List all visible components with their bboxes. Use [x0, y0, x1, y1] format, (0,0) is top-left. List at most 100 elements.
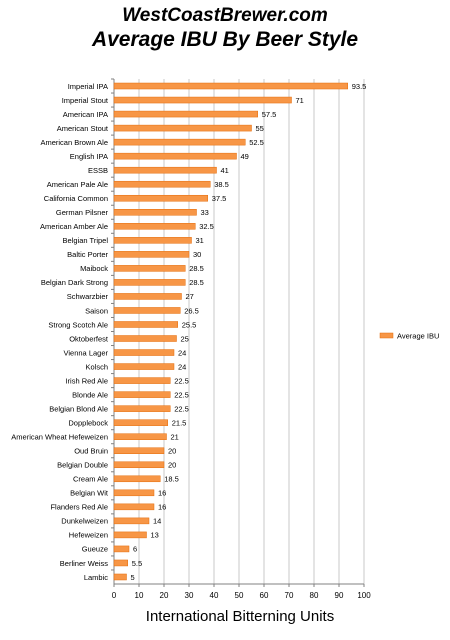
x-tick-label: 90: [335, 591, 344, 600]
category-label: English IPA: [70, 152, 108, 161]
x-tick-label: 50: [235, 591, 244, 600]
category-label: Maibock: [80, 264, 108, 273]
bar: [113, 194, 208, 202]
x-tick-label: 40: [210, 591, 219, 600]
category-label: Dunkelweizen: [61, 517, 108, 526]
bar: [113, 321, 178, 328]
category-label: Lambic: [84, 573, 108, 582]
data-label: 16: [158, 489, 166, 498]
bar: [113, 503, 155, 511]
data-label: 49: [241, 152, 249, 161]
data-label: 71: [296, 96, 304, 105]
category-label: Imperial Stout: [62, 96, 109, 105]
bar: [113, 517, 150, 525]
data-label: 32.5: [199, 222, 214, 231]
category-label: Belgian Blond Ale: [49, 404, 108, 413]
category-label: Gueuze: [82, 545, 108, 554]
data-label: 25.5: [182, 320, 197, 329]
bar: [113, 447, 165, 454]
data-label: 21.5: [172, 418, 187, 427]
bar: [113, 531, 147, 539]
data-label: 22.5: [174, 390, 189, 399]
bar: [113, 223, 196, 230]
data-label: 28.5: [189, 264, 204, 273]
category-label: American Pale Ale: [47, 180, 108, 189]
data-label: 27: [186, 292, 194, 301]
data-label: 20: [168, 447, 176, 456]
bar: [113, 110, 258, 118]
x-tick-label: 20: [160, 591, 169, 600]
category-label: Imperial IPA: [68, 82, 108, 91]
data-label: 21: [171, 433, 179, 442]
category-label: Belgian Double: [57, 461, 108, 470]
data-label: 28.5: [189, 278, 204, 287]
bar: [113, 489, 155, 497]
data-label: 20: [168, 461, 176, 470]
data-label: 41: [221, 166, 229, 175]
bar: [113, 293, 182, 300]
data-label: 14: [153, 517, 161, 526]
category-label: Oud Bruin: [74, 447, 108, 456]
chart-subtitle: Average IBU By Beer Style: [91, 28, 359, 51]
bar: [113, 307, 181, 314]
data-label: 31: [196, 236, 204, 245]
bar: [113, 405, 171, 412]
bar: [113, 377, 171, 384]
bar: [113, 209, 197, 216]
category-label: Berliner Weiss: [60, 559, 108, 568]
category-label: Hefeweizen: [69, 531, 108, 540]
data-label: 16: [158, 503, 166, 512]
x-tick-label: 80: [310, 591, 319, 600]
bar: [113, 237, 192, 244]
category-label: California Common: [44, 194, 108, 203]
data-label: 22.5: [174, 376, 189, 385]
data-label: 25: [181, 334, 189, 343]
bar: [113, 138, 246, 146]
category-label: Vienna Lager: [64, 348, 109, 357]
bar: [113, 124, 252, 132]
bar: [113, 363, 175, 370]
data-label: 6: [133, 545, 137, 554]
bar: [113, 349, 175, 356]
x-tick-label: 0: [112, 591, 117, 600]
x-tick-label: 100: [357, 591, 371, 600]
legend-swatch: [379, 332, 394, 339]
data-label: 55: [256, 124, 264, 133]
category-label: American IPA: [63, 110, 108, 119]
category-label: Belgian Dark Strong: [41, 278, 108, 287]
category-label: American Amber Ale: [40, 222, 108, 231]
bar: [113, 461, 165, 469]
x-tick-label: 70: [285, 591, 294, 600]
bar: [113, 559, 128, 567]
legend-label: Average IBU: [397, 332, 439, 341]
data-label: 22.5: [174, 404, 189, 413]
data-label: 57.5: [262, 110, 277, 119]
bar: [113, 335, 177, 342]
bar: [113, 279, 186, 286]
data-label: 93.5: [352, 82, 367, 91]
data-label: 37.5: [212, 194, 227, 203]
category-label: Schwarzbier: [67, 292, 109, 301]
bar: [113, 180, 211, 188]
category-label: American Brown Ale: [40, 138, 108, 147]
x-tick-label: 60: [260, 591, 269, 600]
category-label: German Pilsner: [56, 208, 109, 217]
chart-title: WestCoastBrewer.com: [122, 5, 328, 26]
data-label: 24: [178, 348, 186, 357]
x-tick-label: 30: [185, 591, 194, 600]
data-label: 18.5: [164, 475, 179, 484]
category-label: Irish Red Ale: [65, 376, 108, 385]
bar: [113, 265, 186, 272]
bar: [113, 475, 161, 483]
category-label: Kolsch: [85, 362, 108, 371]
bar: [113, 251, 190, 258]
bar: [113, 433, 167, 440]
category-label: American Stout: [57, 124, 109, 133]
category-label: American Wheat Hefeweizen: [11, 433, 108, 442]
category-label: ESSB: [88, 166, 108, 175]
data-label: 5: [131, 573, 135, 582]
bar: [113, 82, 348, 90]
category-label: Dopplebock: [68, 418, 108, 427]
data-label: 5.5: [132, 559, 142, 568]
